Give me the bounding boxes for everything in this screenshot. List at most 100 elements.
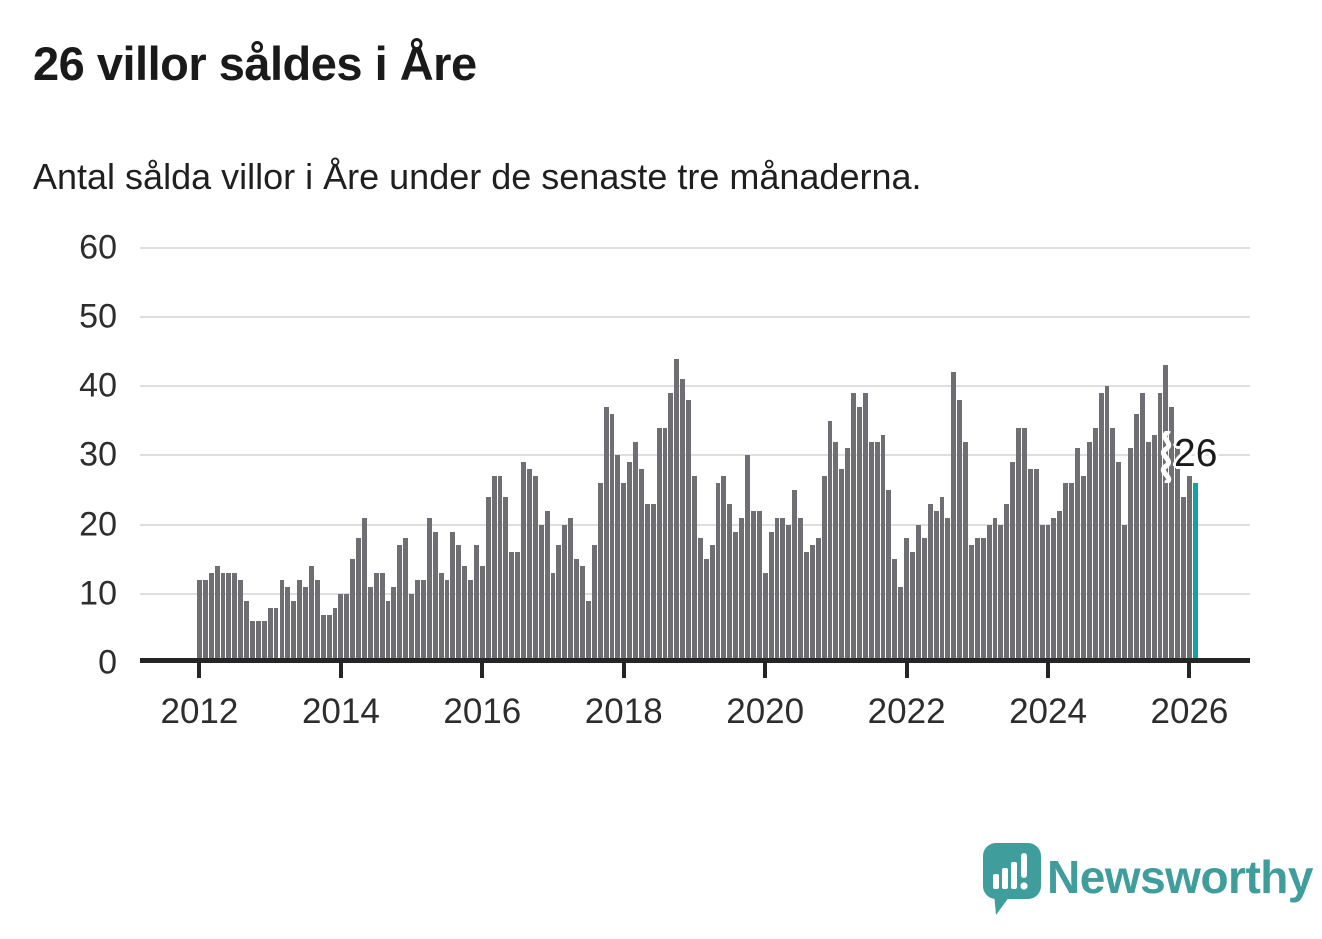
bar — [833, 441, 839, 663]
bar — [957, 400, 963, 663]
x-tick-2024 — [1046, 663, 1051, 678]
bar — [892, 559, 898, 663]
bar — [1175, 441, 1181, 663]
bar — [415, 579, 420, 663]
x-tick-2018 — [621, 663, 626, 678]
x-axis-line — [140, 658, 1250, 663]
bar — [391, 586, 397, 663]
bar — [1133, 413, 1139, 663]
bar — [874, 441, 880, 663]
bar — [562, 524, 568, 663]
bar — [403, 538, 409, 663]
x-tick-2014 — [338, 663, 343, 678]
bar — [532, 476, 538, 663]
bar — [255, 621, 261, 663]
bar — [821, 476, 827, 663]
bar — [1045, 524, 1051, 663]
bar — [1116, 462, 1122, 663]
bar — [621, 483, 627, 663]
bar — [1098, 393, 1104, 663]
bar — [786, 524, 792, 663]
bar — [585, 600, 591, 663]
bar — [1151, 434, 1157, 663]
bar — [862, 393, 868, 663]
bar — [809, 545, 815, 663]
bar — [1051, 517, 1057, 663]
bar — [774, 517, 780, 663]
bar — [373, 573, 379, 663]
x-tick-2020 — [763, 663, 768, 678]
bar — [868, 441, 874, 663]
y-tick-label-0: 0 — [98, 643, 117, 682]
x-tick-label-2014: 2014 — [301, 692, 380, 731]
bar — [1022, 427, 1027, 663]
bar — [968, 545, 974, 663]
bar — [650, 503, 656, 663]
bar — [680, 379, 686, 663]
bar — [656, 427, 662, 663]
bar-highlight-latest — [1192, 483, 1198, 663]
bar — [638, 469, 644, 663]
bar — [992, 517, 998, 663]
bar — [1086, 441, 1092, 663]
bar — [603, 406, 609, 663]
bar — [662, 427, 668, 663]
bar — [915, 524, 921, 663]
bar — [980, 538, 986, 663]
bar — [1139, 393, 1145, 663]
bar — [1163, 365, 1169, 663]
bar — [197, 579, 202, 663]
x-tick-2012 — [197, 663, 202, 678]
bar — [798, 517, 803, 663]
bar — [580, 566, 585, 663]
bar — [815, 538, 821, 663]
bar — [485, 496, 491, 663]
bar — [232, 573, 238, 663]
bar — [432, 531, 438, 663]
bar — [291, 600, 297, 663]
bar — [733, 531, 739, 663]
callout-leader-squiggle — [1160, 431, 1172, 483]
bar — [1122, 524, 1128, 663]
bar — [226, 573, 232, 663]
bar — [963, 441, 968, 663]
bar — [886, 490, 892, 663]
bar — [468, 579, 473, 663]
bar — [397, 545, 403, 663]
bar — [1092, 427, 1098, 663]
bar — [479, 566, 485, 663]
bar — [556, 545, 562, 663]
bar — [1110, 427, 1116, 663]
bar — [1027, 469, 1033, 663]
bar — [568, 517, 574, 663]
y-tick-label-60: 60 — [79, 228, 117, 267]
bar — [803, 552, 809, 663]
bar — [721, 476, 727, 663]
bar — [933, 510, 939, 663]
newsworthy-wordmark: Newsworthy — [1047, 851, 1313, 903]
bar — [314, 579, 320, 663]
bar — [279, 579, 285, 663]
bar — [521, 462, 526, 663]
gridline-40 — [140, 385, 1250, 388]
bar — [1063, 483, 1069, 663]
bar — [356, 538, 361, 663]
bar — [1010, 462, 1016, 663]
bar — [750, 510, 756, 663]
bar — [250, 621, 255, 663]
chart-subtitle: Antal sålda villor i Åre under de senast… — [33, 156, 922, 197]
bar — [574, 559, 580, 663]
bar — [202, 579, 208, 663]
bar — [326, 614, 332, 663]
bar — [1057, 510, 1063, 663]
bar — [303, 586, 308, 663]
gridline-60 — [140, 246, 1250, 249]
bar — [827, 420, 833, 663]
bar — [444, 579, 450, 663]
bar — [768, 531, 774, 663]
bar — [409, 593, 415, 663]
bar — [597, 483, 603, 663]
bar — [497, 476, 503, 663]
bar — [1169, 406, 1175, 663]
bar — [1039, 524, 1045, 663]
